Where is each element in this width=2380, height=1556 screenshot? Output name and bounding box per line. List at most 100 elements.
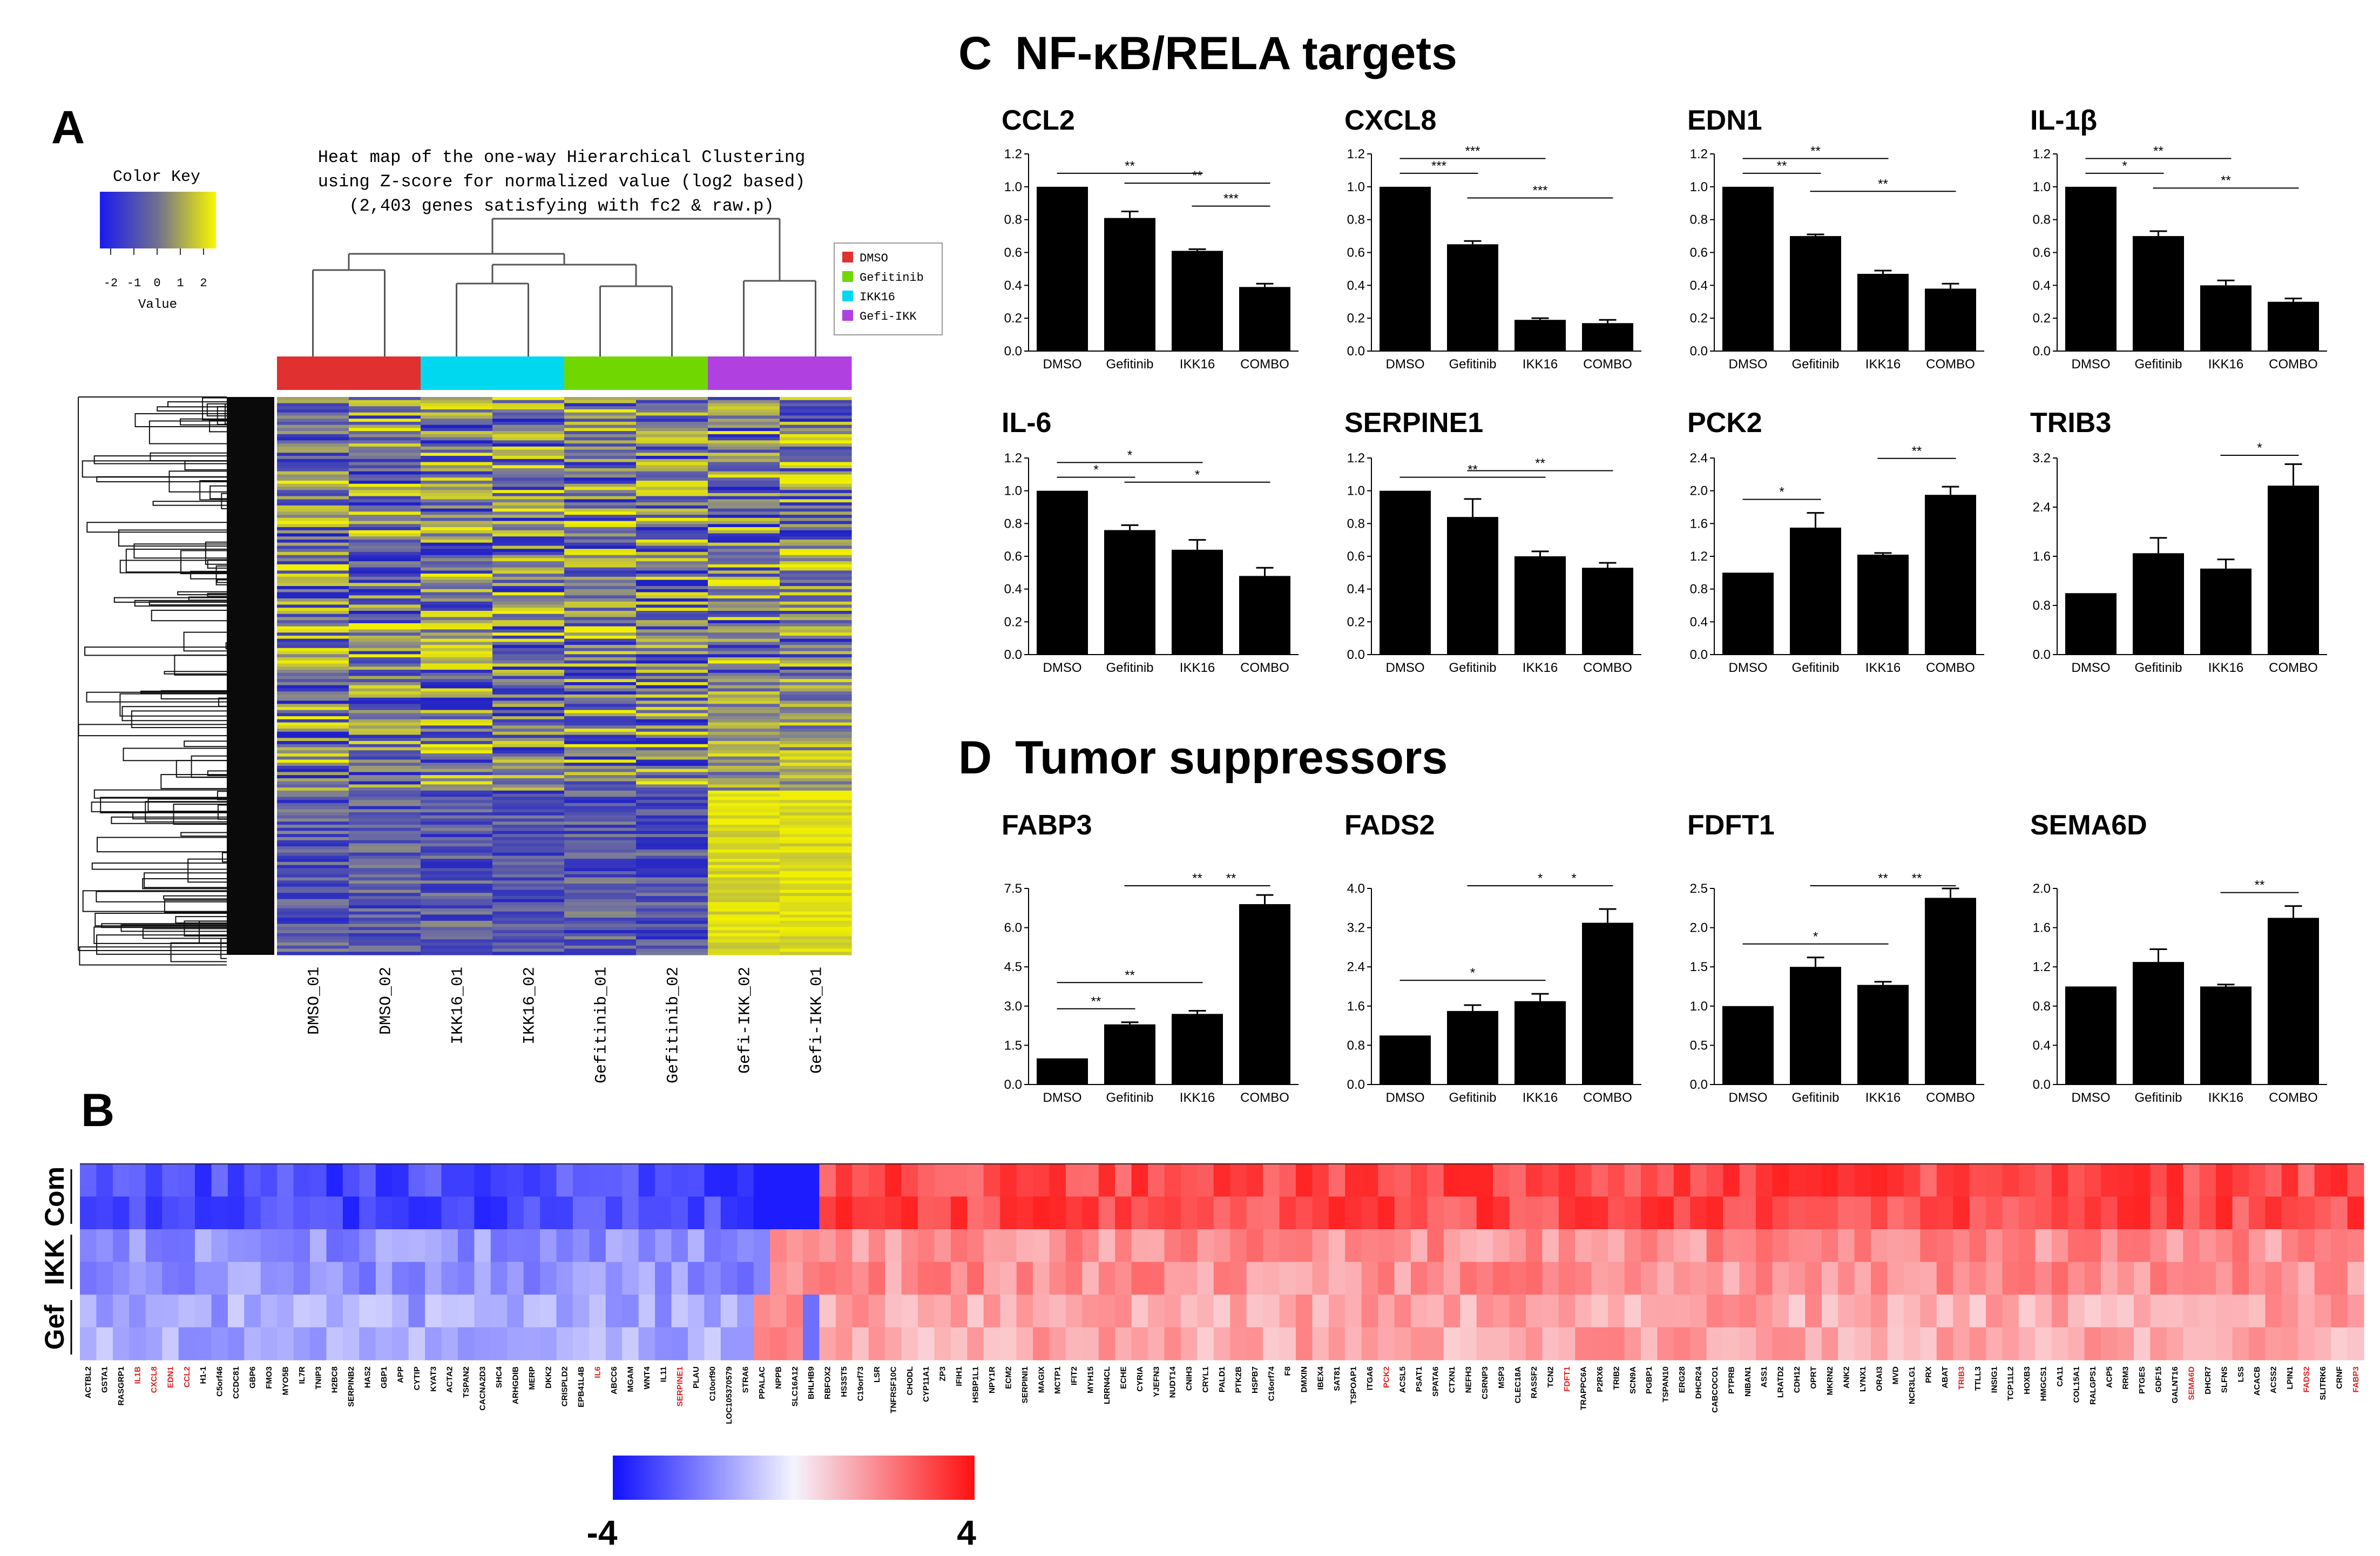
heatmap-a-cell <box>492 515 565 518</box>
heatmap-a-cell <box>564 449 637 453</box>
heatmap-b-cell <box>129 1262 146 1295</box>
heatmap-b-cell <box>2035 1262 2052 1295</box>
heatmap-b-cell <box>1394 1164 1411 1197</box>
heatmap-a-cell <box>492 496 565 500</box>
heatmap-a-cell <box>349 595 421 599</box>
heatmap-a-cell <box>277 412 349 416</box>
heatmap-a-cell <box>421 918 493 921</box>
bar <box>1857 554 1909 655</box>
heatmap-a-cell <box>780 843 852 847</box>
heatmap-b-cell <box>556 1295 573 1328</box>
heatmap-a-cell <box>349 551 421 556</box>
heatmap-a-cell <box>636 918 708 921</box>
heatmap-a-cell <box>492 576 565 581</box>
category-label: COMBO <box>1583 1090 1632 1105</box>
heatmap-a-cell <box>421 462 493 466</box>
heatmap-b-cell <box>244 1262 261 1295</box>
heatmap-b-cell <box>1345 1229 1362 1263</box>
heatmap-b-cell <box>1821 1229 1838 1263</box>
heatmap-a-cell <box>636 505 708 509</box>
heatmap-b-cell <box>1098 1327 1115 1360</box>
heatmap-a-cell <box>636 583 708 587</box>
heatmap-a-cell <box>564 487 637 490</box>
heatmap-a-cell <box>349 614 421 617</box>
heatmap-a-cell <box>708 515 780 518</box>
heatmap-b-cell <box>2117 1327 2134 1360</box>
significance-label: ** <box>1878 871 1888 886</box>
heatmap-a-cell <box>492 856 565 859</box>
heatmap-b-cell <box>1443 1295 1461 1328</box>
heatmap-a-cell <box>277 574 349 577</box>
heatmap-b-cell <box>2134 1262 2151 1295</box>
gene-label: CDH12 <box>1793 1366 1802 1393</box>
heatmap-b-cell <box>1033 1164 1050 1197</box>
heatmap-b-cell <box>1180 1164 1198 1197</box>
heatmap-a-cell <box>708 555 780 558</box>
heatmap-a-cell <box>708 818 780 822</box>
gene-label: MGAM <box>626 1366 635 1392</box>
heatmap-b-cell <box>1723 1164 1740 1197</box>
heatmap-a-cell <box>421 533 493 537</box>
heatmap-a-cell <box>421 772 493 776</box>
gene-label: ACSL5 <box>1398 1366 1408 1393</box>
heatmap-b-cell <box>1509 1196 1526 1230</box>
heatmap-a-cell <box>564 425 637 428</box>
y-tick-label: 0.4 <box>2033 278 2051 293</box>
heatmap-a-cell <box>636 756 708 760</box>
bar <box>1514 1001 1566 1085</box>
heatmap-b-cell <box>1706 1229 1723 1263</box>
heatmap-a-cell <box>492 772 565 776</box>
heatmap-a-cell <box>349 670 421 673</box>
heatmap-a-cell <box>564 608 637 611</box>
heatmap-a-cell <box>708 682 780 686</box>
heatmap-b-cell <box>507 1295 524 1328</box>
category-label: DMSO <box>1043 357 1082 372</box>
heatmap-a-cell <box>708 688 780 692</box>
heatmap-b-cell <box>2216 1229 2233 1263</box>
heatmap-a-cell <box>708 521 780 524</box>
legend-swatch <box>842 310 853 321</box>
heatmap-b-cell <box>753 1229 770 1263</box>
heatmap-a-cell <box>421 412 493 416</box>
heatmap-a-cell <box>708 747 780 751</box>
heatmap-a-cell <box>564 620 637 624</box>
heatmap-a-cell <box>780 806 852 810</box>
heatmap-a-cell <box>564 465 637 469</box>
gene-label: ECHE <box>1119 1366 1128 1389</box>
heatmap-a-cell <box>636 574 708 577</box>
heatmap-b-cell <box>441 1262 458 1295</box>
gene-label: CSRNP3 <box>1480 1366 1490 1399</box>
heatmap-b-cell <box>786 1196 803 1230</box>
bar <box>1172 251 1223 351</box>
heatmap-a-cell <box>421 540 493 543</box>
heatmap-a-cell <box>780 419 852 422</box>
gene-label: GALNT16 <box>2171 1366 2180 1403</box>
heatmap-a-cell <box>780 611 852 615</box>
heatmap-a-cell <box>780 490 852 494</box>
y-tick-label: 0.6 <box>2033 246 2051 260</box>
heatmap-b-cell <box>441 1164 458 1197</box>
chart-title: CCL2 <box>1002 105 1075 136</box>
heatmap-a-cell <box>421 459 493 463</box>
heatmap-b-cell <box>868 1229 885 1263</box>
heatmap-a-cell <box>564 856 637 859</box>
heatmap-a-cell <box>564 846 637 850</box>
heatmap-a-cell <box>564 443 637 447</box>
heatmap-a-cell <box>708 899 780 902</box>
heatmap-a-cell <box>492 803 565 807</box>
heatmap-a-cell <box>349 772 421 776</box>
heatmap-a-cell <box>277 437 349 441</box>
heatmap-a-cell <box>708 638 780 642</box>
heatmap-a-cell <box>349 797 421 800</box>
heatmap-a-cell <box>780 672 852 677</box>
heatmap-a-cell <box>708 852 780 856</box>
heatmap-b-cell <box>671 1229 688 1263</box>
row-dendro-root <box>78 396 227 951</box>
heatmap-b-cell <box>408 1229 425 1263</box>
heatmap-a-cell <box>708 775 780 779</box>
gene-label: IFIT2 <box>1070 1366 1079 1385</box>
heatmap-a-cell <box>708 933 780 937</box>
heatmap-a-cell <box>349 412 421 416</box>
significance-label: ** <box>2153 144 2163 158</box>
